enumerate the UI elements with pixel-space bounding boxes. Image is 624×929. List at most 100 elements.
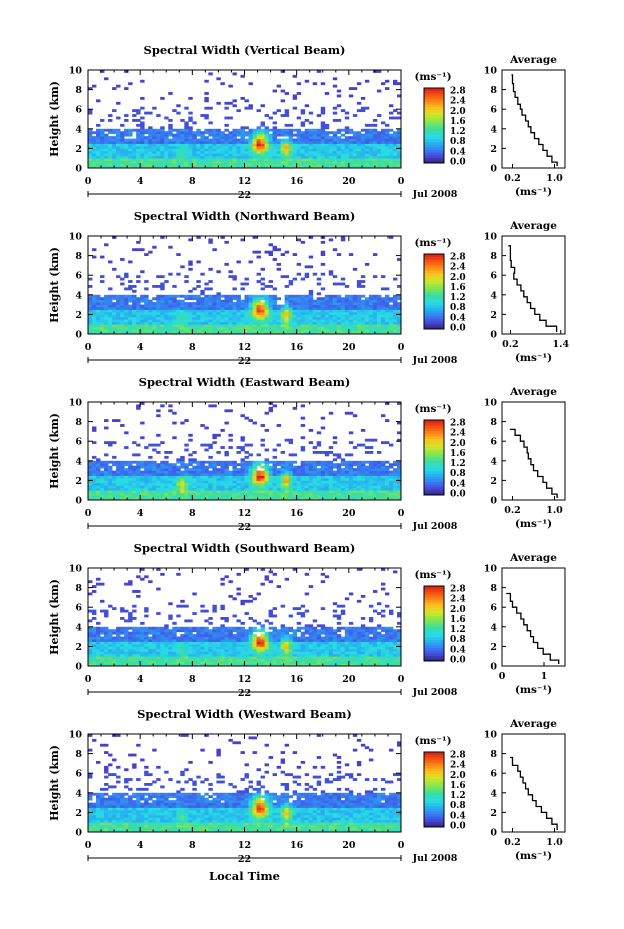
heatmap-cell [228, 492, 233, 496]
heatmap-cell [116, 646, 121, 650]
heatmap-cell [220, 307, 225, 310]
heatmap-cell [372, 468, 378, 471]
heatmap-cell [184, 495, 189, 498]
heatmap-cell [224, 143, 229, 147]
heatmap-cell [200, 321, 205, 325]
heatmap-cell [148, 470, 153, 474]
heatmap-cell [316, 131, 322, 135]
heatmap-cell [196, 470, 201, 474]
heatmap-cell [236, 148, 241, 152]
y-tick-label: 2 [75, 144, 82, 155]
heatmap-cell [92, 658, 97, 662]
heatmap-cell [228, 143, 233, 147]
heatmap-cell [144, 636, 149, 640]
heatmap-cell [176, 141, 181, 144]
heatmap-cell [188, 460, 193, 464]
heatmap-cell [240, 145, 245, 149]
heatmap-cell [224, 421, 229, 425]
heatmap-cell [288, 438, 294, 442]
heatmap-cell [108, 136, 113, 139]
heatmap-cell [188, 163, 193, 166]
heatmap-cell [144, 446, 149, 449]
heatmap-cell [112, 631, 117, 635]
heatmap-cell [176, 143, 181, 147]
heatmap-cell [240, 316, 245, 320]
colorbar-segment [424, 128, 444, 132]
colorbar-segment [424, 133, 444, 137]
heatmap-cell [92, 326, 97, 330]
heatmap-cell [292, 165, 298, 169]
heatmap-cell [268, 116, 273, 120]
heatmap-cell [272, 153, 277, 157]
heatmap-cell [308, 155, 314, 159]
heatmap-cell [128, 663, 133, 667]
heatmap-cell [348, 431, 354, 435]
heatmap-cell [136, 326, 141, 330]
heatmap-cell [256, 297, 261, 301]
heatmap-cell [88, 480, 93, 484]
heatmap-cell [208, 165, 213, 169]
heatmap-cell [168, 245, 173, 249]
heatmap-cell [256, 109, 261, 113]
heatmap-cell [336, 465, 342, 469]
heatmap-cell [228, 294, 233, 298]
heatmap-cell [128, 636, 133, 640]
heatmap-cell [256, 255, 261, 259]
heatmap-cell [188, 297, 193, 301]
heatmap-cell [156, 326, 161, 330]
heatmap-cell [196, 316, 201, 320]
heatmap-cell [304, 460, 310, 464]
heatmap-cell [368, 326, 374, 330]
heatmap-cell [108, 299, 113, 303]
colorbar-segment [424, 452, 444, 456]
heatmap-cell [116, 492, 121, 496]
heatmap-cell [332, 153, 338, 157]
heatmap-cell [124, 329, 129, 332]
heatmap-cell [324, 497, 330, 501]
heatmap-cell [296, 468, 302, 471]
heatmap-cell [312, 155, 318, 159]
heatmap-cell [120, 282, 125, 286]
heatmap-cell [244, 297, 249, 301]
heatmap-cell [140, 311, 145, 315]
heatmap-cell [156, 641, 161, 645]
heatmap-cell [88, 153, 93, 157]
heatmap-cell [308, 297, 314, 301]
heatmap-cell [164, 658, 169, 662]
heatmap-cell [264, 492, 269, 496]
heatmap-cell [292, 314, 298, 318]
heatmap-cell [204, 329, 209, 332]
heatmap-cell [172, 148, 177, 152]
heatmap-cell [124, 307, 129, 310]
colorbar-segment [424, 275, 444, 279]
heatmap-cell [244, 138, 249, 142]
heatmap-cell [228, 324, 233, 328]
heatmap-cell [304, 153, 310, 157]
heatmap-cell [348, 314, 354, 318]
heatmap-cell [180, 133, 185, 137]
heatmap-cell [168, 617, 173, 620]
heatmap-cell [356, 475, 362, 479]
heatmap-cell [160, 636, 165, 640]
heatmap-cell [124, 492, 129, 496]
heatmap-cell [100, 133, 105, 137]
heatmap-cell [368, 497, 374, 501]
heatmap-cell [120, 631, 125, 635]
heatmap-cell [104, 314, 109, 318]
heatmap-cell [300, 465, 306, 469]
heatmap-cell [136, 658, 141, 662]
heatmap-cell [208, 148, 213, 152]
heatmap-cell [252, 143, 257, 147]
heatmap-cell [136, 629, 141, 633]
heatmap-cell [380, 155, 386, 159]
heatmap-cell [396, 141, 402, 144]
heatmap-cell [276, 319, 282, 323]
heatmap-cell [116, 656, 121, 660]
heatmap-cell [100, 319, 105, 323]
heatmap-cell [236, 294, 241, 298]
heatmap-cell [328, 307, 334, 310]
heatmap-cell [180, 299, 185, 303]
heatmap-cell [252, 477, 257, 481]
heatmap-cell [248, 453, 253, 457]
heatmap-cell [276, 248, 282, 252]
